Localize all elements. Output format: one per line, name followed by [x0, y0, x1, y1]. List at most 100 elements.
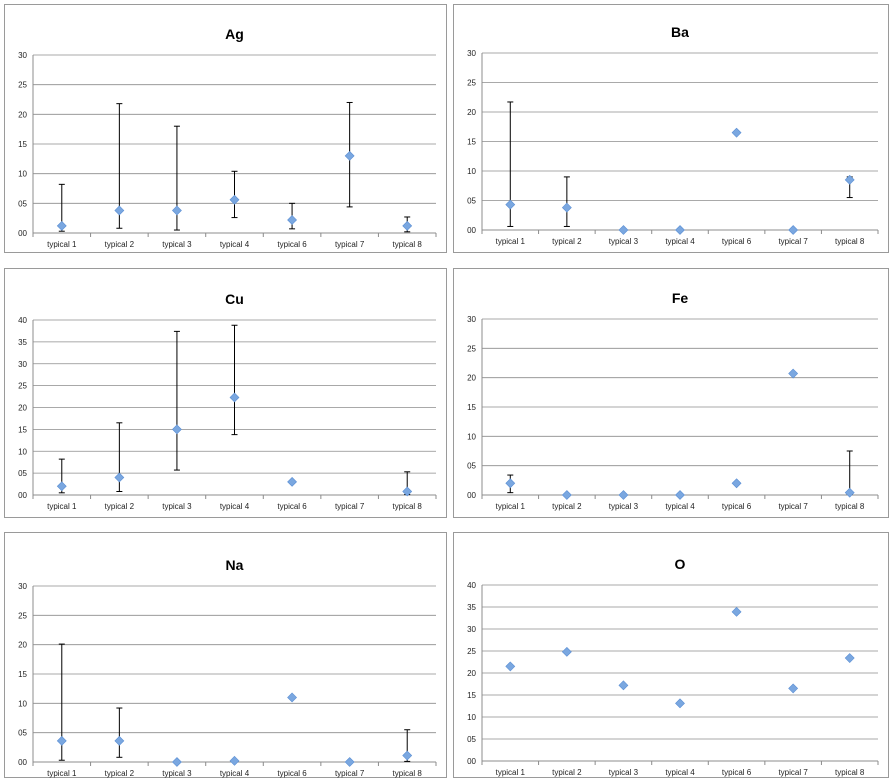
- y-tick-label: 15: [467, 691, 476, 700]
- data-point: [676, 226, 685, 235]
- data-point: [562, 203, 571, 212]
- data-point: [562, 647, 571, 656]
- y-tick-label: 05: [467, 735, 476, 744]
- x-tick-label: typical 3: [162, 240, 192, 249]
- data-point: [345, 758, 354, 767]
- x-tick-label: typical 4: [665, 237, 695, 246]
- x-tick-label: typical 3: [162, 502, 192, 511]
- data-point: [115, 736, 124, 745]
- data-point: [619, 491, 628, 500]
- x-tick-label: typical 7: [778, 768, 808, 777]
- data-point: [732, 607, 741, 616]
- data-point: [172, 758, 181, 767]
- y-tick-label: 30: [467, 49, 476, 58]
- chart-panel-cu: Cu 00 05 10 15 20 25 30 35 40 typical 1 typical 2 ty…: [4, 268, 447, 518]
- y-tick-label: 30: [467, 315, 476, 324]
- data-point: [288, 477, 297, 486]
- y-tick-label: 05: [467, 462, 476, 471]
- x-tick-label: typical 8: [835, 502, 865, 511]
- y-tick-label: 10: [18, 699, 27, 708]
- x-tick-label: typical 3: [162, 769, 192, 778]
- chart-svg: Fe 00 05 10 15 20 25 30 typical 1 typical 2 typica…: [454, 269, 890, 519]
- chart-svg: O 00 05 10 15 20 25 30 35 40 typical 1 typical 2 typ…: [454, 533, 890, 779]
- x-tick-label: typical 6: [277, 769, 307, 778]
- data-point: [845, 654, 854, 663]
- x-tick-label: typical 7: [335, 240, 365, 249]
- y-tick-label: 25: [467, 344, 476, 353]
- x-tick-label: typical 8: [393, 240, 423, 249]
- y-tick-label: 20: [18, 110, 27, 119]
- x-tick-label: typical 8: [393, 502, 423, 511]
- data-point: [789, 369, 798, 378]
- y-tick-label: 25: [18, 611, 27, 620]
- y-tick-label: 40: [18, 316, 27, 325]
- data-point: [115, 473, 124, 482]
- x-tick-label: typical 3: [609, 768, 639, 777]
- chart-title: Cu: [225, 291, 244, 307]
- y-tick-label: 15: [467, 403, 476, 412]
- x-tick-label: typical 6: [722, 768, 752, 777]
- y-tick-label: 20: [467, 108, 476, 117]
- x-tick-label: typical 2: [552, 237, 582, 246]
- data-point: [57, 482, 66, 491]
- x-tick-label: typical 3: [609, 237, 639, 246]
- x-tick-label: typical 7: [778, 237, 808, 246]
- data-point: [506, 200, 515, 209]
- x-tick-label: typical 2: [552, 768, 582, 777]
- y-tick-label: 05: [18, 729, 27, 738]
- data-point: [845, 175, 854, 184]
- chart-panel-o: O 00 05 10 15 20 25 30 35 40 typical 1 typical 2 typ…: [453, 532, 889, 778]
- chart-svg: Ag 00 05 10 15 20 25 30 typical 1 typical 2 typica…: [5, 5, 448, 254]
- data-point: [845, 488, 854, 497]
- data-point: [288, 215, 297, 224]
- y-tick-label: 25: [467, 79, 476, 88]
- y-tick-label: 25: [467, 647, 476, 656]
- x-tick-label: typical 4: [665, 768, 695, 777]
- y-tick-label: 00: [18, 491, 27, 500]
- y-tick-label: 15: [18, 425, 27, 434]
- y-tick-label: 00: [18, 229, 27, 238]
- chart-panel-ag: Ag 00 05 10 15 20 25 30 typical 1 typical 2 typica…: [4, 4, 447, 253]
- y-tick-label: 15: [18, 140, 27, 149]
- data-point: [345, 151, 354, 160]
- chart-panel-fe: Fe 00 05 10 15 20 25 30 typical 1 typical 2 typica…: [453, 268, 889, 518]
- y-tick-label: 25: [18, 81, 27, 90]
- y-tick-label: 00: [467, 757, 476, 766]
- y-tick-label: 30: [467, 625, 476, 634]
- chart-title: Ag: [225, 26, 244, 42]
- x-tick-label: typical 8: [393, 769, 423, 778]
- chart-svg: Ba 00 05 10 15 20 25 30 typical 1 typical 2 typica…: [454, 5, 890, 254]
- x-tick-label: typical 1: [47, 502, 77, 511]
- y-tick-label: 00: [467, 491, 476, 500]
- y-tick-label: 30: [18, 51, 27, 60]
- y-tick-label: 00: [18, 758, 27, 767]
- x-tick-label: typical 4: [220, 502, 250, 511]
- data-point: [506, 662, 515, 671]
- chart-title: Fe: [672, 290, 689, 306]
- y-tick-label: 10: [467, 432, 476, 441]
- chart-panel-ba: Ba 00 05 10 15 20 25 30 typical 1 typical 2 typica…: [453, 4, 889, 253]
- data-point: [172, 425, 181, 434]
- y-tick-label: 10: [18, 170, 27, 179]
- x-tick-label: typical 7: [335, 502, 365, 511]
- chart-title: Na: [226, 557, 244, 573]
- chart-panel-na: Na 00 05 10 15 20 25 30 typical 1 typical 2 typica…: [4, 532, 447, 778]
- data-point: [230, 195, 239, 204]
- data-point: [676, 699, 685, 708]
- y-tick-label: 05: [18, 199, 27, 208]
- y-tick-label: 30: [18, 360, 27, 369]
- y-tick-label: 20: [467, 669, 476, 678]
- y-tick-label: 10: [18, 447, 27, 456]
- data-point: [732, 128, 741, 137]
- data-point: [172, 206, 181, 215]
- chart-title: Ba: [671, 24, 689, 40]
- data-point: [230, 756, 239, 765]
- data-point: [676, 491, 685, 500]
- y-tick-label: 25: [18, 382, 27, 391]
- x-tick-label: typical 4: [220, 240, 250, 249]
- chart-title: O: [675, 556, 686, 572]
- data-point: [230, 393, 239, 402]
- data-point: [403, 751, 412, 760]
- y-tick-label: 10: [467, 713, 476, 722]
- x-tick-label: typical 1: [47, 769, 77, 778]
